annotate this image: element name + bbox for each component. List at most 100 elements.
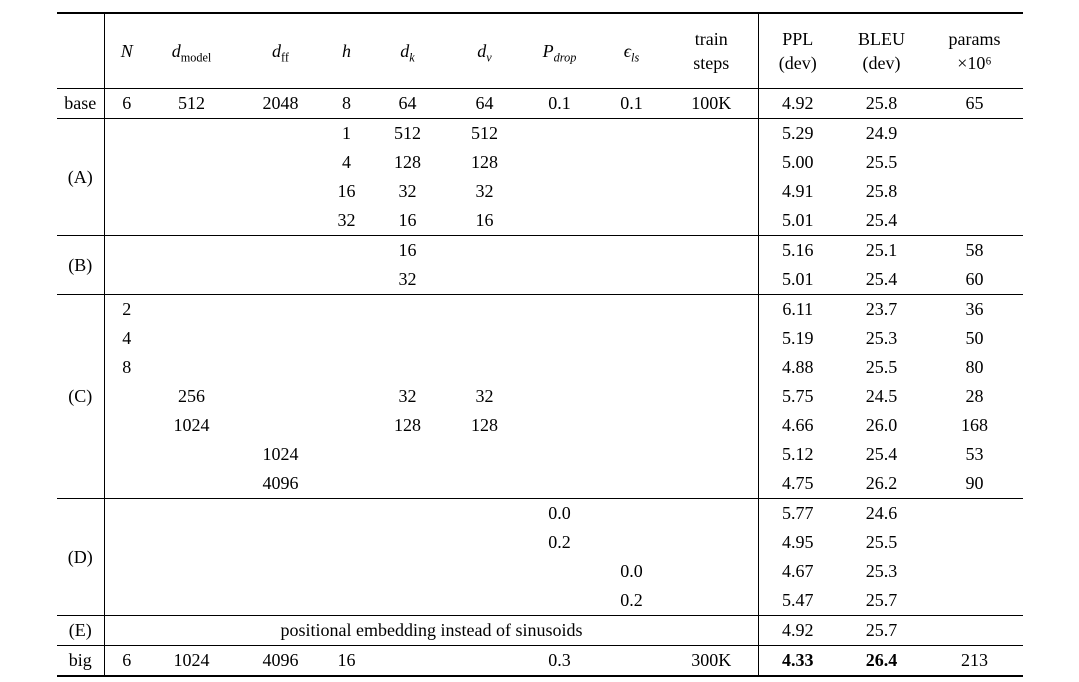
- cell-params: [927, 148, 1023, 177]
- col-header-bleu-dev: BLEU (dev): [836, 13, 927, 89]
- cell-params: [926, 615, 1023, 646]
- cell-d-k: 512: [366, 118, 449, 148]
- cell-N: [105, 411, 149, 440]
- cell-ppl-dev: 5.75: [782, 386, 814, 406]
- cell-P-drop: 0.2: [548, 532, 571, 552]
- col-header-ppl-dev: PPL (dev): [758, 13, 837, 89]
- cell-epsilon-ls: [598, 294, 665, 324]
- cell-N: [105, 382, 149, 411]
- cell-d-ff: [234, 235, 327, 265]
- cell-P-drop: [521, 557, 599, 586]
- cell-d-v: 64: [448, 88, 521, 119]
- cell-ppl-dev: 5.01: [782, 269, 814, 289]
- math-subscript: drop: [553, 50, 577, 65]
- cell-N: [105, 177, 149, 206]
- cell-bleu-dev: 25.8: [865, 181, 898, 201]
- cell-d-v: 16: [475, 210, 494, 230]
- col-header-N: N: [104, 13, 149, 89]
- row-group-label: (C): [56, 294, 105, 499]
- cell-epsilon-ls: [598, 645, 665, 676]
- cell-ppl-dev: 4.67: [782, 561, 814, 581]
- table-row: 4 128 128 5.00 25.5: [57, 148, 1023, 177]
- cell-bleu-dev: 25.5: [865, 532, 898, 552]
- cell-epsilon-ls: [599, 440, 665, 469]
- cell-P-drop: [520, 235, 599, 265]
- cell-ppl-dev: 4.66: [782, 415, 814, 435]
- cell-N: [104, 498, 149, 528]
- cell-params: 58: [926, 235, 1023, 265]
- cell-train-steps: [664, 324, 759, 353]
- cell-d-ff: [235, 557, 327, 586]
- cell-d-ff: [235, 382, 327, 411]
- cell-N: [105, 528, 149, 557]
- cell-d-model: [149, 324, 235, 353]
- cell-train-steps: [664, 411, 759, 440]
- cell-N: [105, 265, 149, 295]
- cell-d-ff: [234, 294, 327, 324]
- table-body: base 6 512 2048 8 64 64 0.1 0.1 100K 4.92 25.8 65 (A)…: [56, 88, 1023, 676]
- cell-d-v: [449, 265, 521, 295]
- cell-params: 65: [926, 88, 1023, 119]
- cell-d-v: 512: [448, 118, 521, 148]
- cell-d-ff: 4096: [262, 473, 299, 493]
- cell-h: 4: [342, 152, 351, 172]
- cell-h: [327, 382, 367, 411]
- cell-ppl-dev: 5.00: [782, 152, 814, 172]
- cell-train-steps: [664, 206, 759, 236]
- cell-P-drop: [521, 440, 599, 469]
- cell-d-k: 32: [398, 269, 417, 289]
- math-var: d: [477, 41, 487, 61]
- cell-d-k: 16: [398, 210, 417, 230]
- col-header-P-drop: Pdrop: [520, 13, 599, 89]
- cell-train-steps: [664, 586, 759, 616]
- cell-h: [327, 440, 367, 469]
- row-group-label: (B): [56, 235, 105, 295]
- cell-P-drop: 0.0: [520, 498, 599, 528]
- col-header-d-ff: dff: [234, 13, 327, 89]
- cell-train-steps: [664, 498, 759, 528]
- cell-bleu-dev: 23.7: [836, 294, 927, 324]
- cell-N: [105, 469, 149, 499]
- table-row: 32 5.01 25.4 60: [57, 265, 1023, 295]
- cell-train-steps: [664, 440, 759, 469]
- cell-h: 8: [326, 88, 367, 119]
- cell-train-steps: 100K: [664, 88, 759, 119]
- row-group-label: big: [56, 645, 105, 676]
- cell-d-v: [449, 440, 521, 469]
- cell-bleu-dev: 26.0: [865, 415, 898, 435]
- cell-d-ff: [235, 177, 327, 206]
- cell-h: [327, 469, 367, 499]
- cell-train-steps: [664, 148, 759, 177]
- math-subscript: ls: [631, 50, 640, 65]
- cell-d-ff: 4096: [234, 645, 327, 676]
- cell-epsilon-ls: [599, 353, 665, 382]
- table-row: (B) 16 5.16 25.1 58: [56, 235, 1023, 295]
- math-subscript: v: [486, 50, 492, 65]
- table-row: 0.0 4.67 25.3: [57, 557, 1023, 586]
- cell-d-k: [367, 324, 449, 353]
- cell-N: 6: [104, 645, 149, 676]
- cell-d-v: [449, 557, 521, 586]
- cell-d-v: [448, 645, 521, 676]
- table-row: (E) positional embedding instead of sinus…: [56, 615, 1023, 646]
- cell-d-v: [448, 235, 521, 265]
- cell-bleu-dev: 25.5: [865, 357, 898, 377]
- cell-P-drop: 0.3: [520, 645, 599, 676]
- table-row: (A) 1 512 512 5.29 24.9: [56, 118, 1023, 236]
- cell-N: [105, 586, 149, 616]
- cell-d-model: [149, 557, 235, 586]
- cell-ppl-dev: 5.29: [758, 118, 837, 148]
- header-line: ×10⁶: [957, 53, 992, 73]
- row-group-label: (D): [56, 498, 105, 616]
- header-line: (dev): [862, 53, 901, 73]
- cell-d-model: [149, 265, 235, 295]
- cell-P-drop: [521, 206, 599, 236]
- cell-bleu-dev: 25.8: [836, 88, 927, 119]
- cell-epsilon-ls: [599, 324, 665, 353]
- cell-ppl-dev: 5.16: [758, 235, 837, 265]
- cell-P-drop: [521, 469, 599, 499]
- table-row: 0.2 5.47 25.7: [57, 586, 1023, 616]
- cell-ppl-dev: 6.11: [758, 294, 837, 324]
- col-header-params: params ×10⁶: [926, 13, 1023, 89]
- cell-h: 32: [337, 210, 356, 230]
